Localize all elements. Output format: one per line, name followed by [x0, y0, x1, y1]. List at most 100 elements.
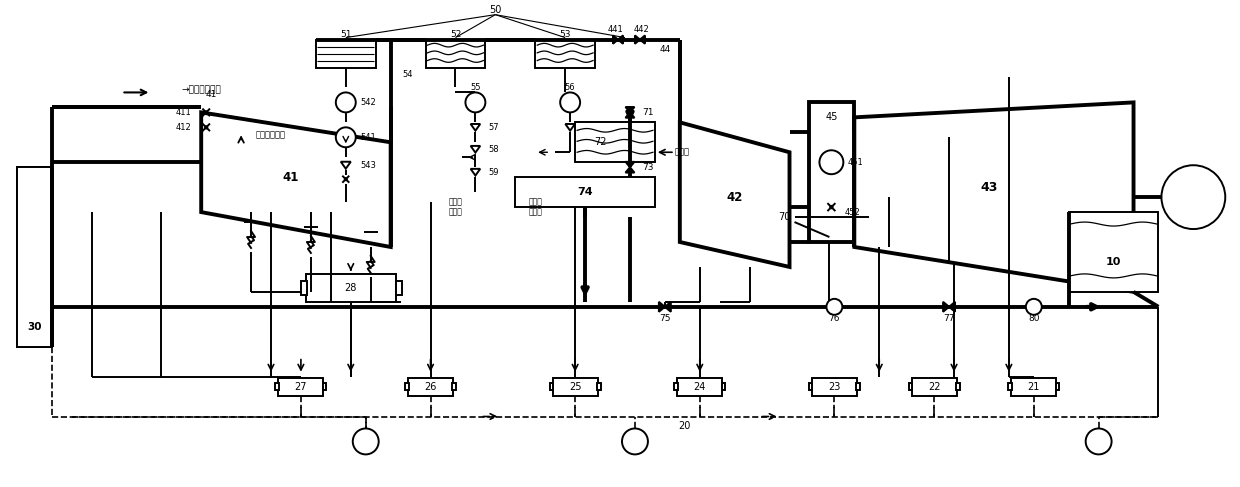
Bar [316, 39, 376, 68]
Text: 77: 77 [944, 314, 955, 323]
Bar [553, 377, 598, 395]
Text: 至六号
加热器: 至六号 加热器 [449, 197, 463, 217]
Text: 26: 26 [424, 382, 436, 392]
Bar [675, 383, 678, 390]
Circle shape [560, 93, 580, 112]
Text: 30: 30 [27, 322, 41, 332]
Bar [1008, 383, 1012, 390]
Text: →至二级再热器: →至二级再热器 [181, 85, 221, 94]
Text: 71: 71 [642, 108, 653, 117]
Polygon shape [680, 122, 790, 267]
Bar [425, 39, 485, 68]
Text: 452: 452 [844, 207, 861, 217]
Circle shape [465, 93, 485, 112]
Text: 59: 59 [489, 168, 498, 177]
Bar [405, 383, 409, 390]
Polygon shape [625, 112, 635, 118]
Bar [677, 377, 722, 395]
Bar [598, 383, 600, 390]
Text: 451: 451 [847, 158, 863, 167]
Circle shape [205, 126, 207, 129]
Text: 441: 441 [608, 25, 622, 34]
Text: 73: 73 [642, 163, 653, 172]
Circle shape [1162, 165, 1225, 229]
Bar [1069, 212, 1158, 292]
Text: 75: 75 [660, 314, 671, 323]
Text: 50: 50 [489, 5, 501, 15]
Bar [812, 377, 857, 395]
Bar [322, 383, 326, 390]
Text: 57: 57 [489, 123, 498, 132]
Bar [857, 383, 859, 390]
Text: 70: 70 [779, 212, 791, 222]
Text: 53: 53 [559, 30, 570, 39]
Circle shape [1086, 429, 1111, 454]
Polygon shape [201, 112, 391, 247]
Bar [909, 383, 913, 390]
Text: 44: 44 [660, 45, 671, 54]
Bar [396, 281, 402, 295]
Circle shape [1025, 299, 1042, 315]
Text: 41: 41 [206, 90, 217, 99]
Circle shape [205, 111, 207, 113]
Circle shape [820, 150, 843, 174]
Bar [808, 383, 812, 390]
Text: 20: 20 [678, 421, 691, 431]
Bar [279, 377, 324, 395]
Bar [956, 383, 960, 390]
Text: 10: 10 [1106, 257, 1121, 267]
Text: 442: 442 [634, 25, 650, 34]
Polygon shape [471, 124, 480, 131]
Text: 72: 72 [594, 137, 606, 147]
Circle shape [336, 93, 356, 112]
Text: 23: 23 [828, 382, 841, 392]
Bar [408, 377, 453, 395]
Circle shape [345, 178, 347, 180]
Polygon shape [471, 146, 480, 152]
Polygon shape [613, 36, 618, 44]
Text: 80: 80 [1028, 314, 1039, 323]
Polygon shape [471, 169, 480, 175]
Bar [306, 274, 396, 302]
Text: 22: 22 [928, 382, 940, 392]
Polygon shape [658, 302, 665, 312]
Text: 76: 76 [828, 314, 841, 323]
Text: 42: 42 [727, 190, 743, 204]
Text: 411: 411 [176, 108, 191, 117]
Text: 24: 24 [693, 382, 706, 392]
Polygon shape [949, 302, 955, 312]
Polygon shape [640, 36, 645, 44]
Text: 21: 21 [1028, 382, 1040, 392]
Bar [575, 122, 655, 162]
Bar [1055, 383, 1059, 390]
Text: 41: 41 [283, 170, 299, 184]
Text: 43: 43 [981, 181, 998, 194]
Text: 至一级再热器: 至一级再热器 [255, 131, 286, 140]
Bar [16, 167, 52, 347]
Polygon shape [618, 36, 622, 44]
Text: 54: 54 [403, 70, 413, 79]
Text: 27: 27 [295, 382, 308, 392]
Polygon shape [625, 167, 635, 172]
Polygon shape [854, 102, 1133, 292]
Polygon shape [665, 302, 671, 312]
Bar [301, 281, 306, 295]
Text: 74: 74 [578, 187, 593, 197]
Polygon shape [625, 162, 635, 167]
Circle shape [352, 429, 378, 454]
Text: 58: 58 [489, 145, 498, 154]
Polygon shape [944, 302, 949, 312]
Bar [810, 102, 854, 242]
Text: 至七号
加热器: 至七号 加热器 [528, 197, 542, 217]
Text: 56: 56 [565, 83, 575, 92]
Bar [911, 377, 956, 395]
Text: 412: 412 [176, 123, 191, 132]
Text: 供暖水: 供暖水 [675, 148, 689, 157]
Text: 25: 25 [569, 382, 582, 392]
Circle shape [336, 127, 356, 147]
Bar [1012, 377, 1056, 395]
Bar [453, 383, 456, 390]
Text: 52: 52 [450, 30, 461, 39]
Text: 51: 51 [340, 30, 351, 39]
Text: 55: 55 [470, 83, 481, 92]
